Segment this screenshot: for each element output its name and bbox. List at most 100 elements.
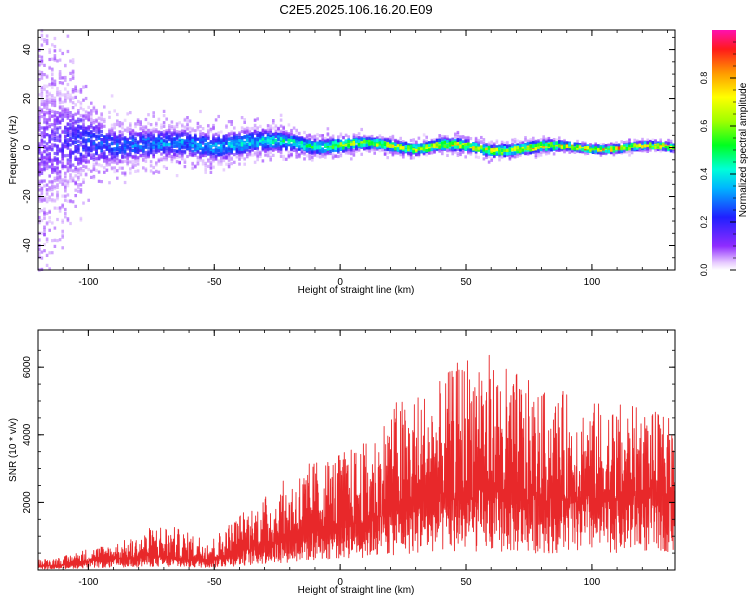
spectrogram-cell	[417, 152, 421, 156]
spectrogram-cell	[292, 126, 296, 130]
spectrogram-cell	[422, 149, 426, 153]
spectrogram-cell	[64, 109, 67, 113]
spectrogram-cell	[142, 135, 145, 139]
spectrogram-cell	[487, 143, 491, 147]
spectrogram-cell	[131, 135, 135, 139]
spectrogram-cell	[45, 84, 49, 88]
spectrogram-cell	[391, 148, 395, 152]
spectrogram-cell	[121, 130, 124, 134]
spectrogram-cell	[503, 141, 506, 145]
spectrogram-cell	[217, 114, 220, 119]
spectrogram-cell	[103, 135, 106, 139]
spectrogram-cell	[45, 133, 49, 137]
spectrogram-cell	[240, 129, 244, 134]
spectrogram-cell	[77, 124, 80, 129]
spectrogram-cell	[545, 143, 548, 147]
spectrogram-cell	[82, 127, 85, 131]
spectrogram-cell	[266, 131, 270, 135]
spectrogram-cell	[58, 48, 62, 52]
spectrogram-cell	[298, 141, 301, 145]
spectrogram-cell	[594, 150, 597, 154]
spectrogram-cell	[186, 144, 189, 148]
spectrogram-cell	[329, 138, 332, 142]
spectrogram-cell	[144, 169, 148, 173]
spectrogram-cell	[269, 131, 272, 135]
spectrogram-cell	[443, 146, 447, 150]
spectrogram-cell	[230, 120, 233, 124]
spectrogram-cell	[61, 142, 64, 146]
spectrogram-cell	[69, 111, 72, 115]
spectrogram-cell	[168, 138, 171, 142]
spectrogram-cell	[61, 144, 64, 148]
spectrogram-cell	[347, 142, 350, 146]
spectrogram-cell	[235, 155, 239, 159]
spectrogram-cell	[443, 137, 447, 141]
spectrogram-cell	[344, 139, 348, 143]
spectrogram-cell	[347, 140, 350, 144]
spectrogram-cell	[173, 129, 176, 133]
spectrogram-cell	[134, 136, 137, 141]
spectrogram-cell	[513, 155, 517, 159]
spectrogram-cell	[248, 136, 252, 141]
spectrogram-cell	[48, 198, 51, 202]
spectrogram-cell	[53, 138, 57, 142]
spectrogram-cell	[175, 142, 179, 146]
spectrogram-cell	[511, 142, 514, 146]
spectrogram-cell	[539, 147, 543, 152]
spectrogram-cell	[61, 246, 64, 250]
spectrogram-cell	[149, 135, 153, 139]
spectrogram-cell	[77, 149, 80, 153]
spectrogram-cell	[66, 128, 70, 132]
spectrogram-cell	[87, 105, 90, 109]
spectrogram-cell	[84, 110, 88, 114]
spectrogram-cell	[500, 151, 504, 155]
spectrogram-cell	[48, 140, 51, 144]
spectrogram-cell	[279, 142, 283, 146]
spectrogram-cell	[459, 147, 462, 151]
spectrogram-cell	[521, 148, 525, 152]
spectrogram-cell	[378, 141, 382, 145]
spectrogram-cell	[43, 232, 46, 237]
spectrogram-cell	[383, 145, 387, 149]
spectrogram-cell	[136, 147, 140, 151]
spectrogram-cell	[474, 144, 478, 148]
spectrogram-cell	[56, 178, 59, 182]
spectrogram-cell	[303, 145, 306, 149]
spectrogram-cell	[196, 158, 200, 163]
spectrogram-cell	[58, 126, 62, 130]
spectrogram-cell	[539, 138, 543, 142]
spectrogram-cell	[422, 139, 426, 143]
spectrogram-cell	[256, 117, 259, 121]
spectrogram-cell	[97, 141, 101, 145]
spectrogram-cell	[196, 128, 200, 132]
spectrogram-cell	[256, 151, 259, 155]
spectrogram-cell	[38, 173, 41, 177]
spectrogram-cell	[61, 164, 64, 168]
spectrogram-cell	[508, 151, 512, 156]
spectrogram-cell	[108, 134, 111, 138]
spectrogram-cell	[503, 146, 506, 150]
spectrogram-cell	[48, 66, 51, 70]
spectrogram-cell	[95, 127, 98, 131]
spectrogram-cell	[160, 139, 163, 143]
spectrogram-cell	[201, 146, 205, 150]
spectrogram-cell	[61, 194, 64, 198]
spectrogram-cell	[316, 143, 319, 147]
spectrogram-cell	[53, 96, 57, 100]
spectrogram-cell	[82, 131, 85, 135]
spectrogram-cell	[383, 150, 387, 154]
spectrogram-cell	[87, 134, 90, 138]
spectrogram-cell	[113, 109, 116, 113]
spectrogram-cell	[259, 150, 262, 154]
spectrogram-cell	[295, 139, 298, 144]
spectrogram-cell	[116, 119, 119, 123]
spectrogram-cell	[74, 103, 77, 107]
spectrogram-cell	[578, 147, 582, 152]
spectrogram-cell	[256, 144, 259, 148]
spectrogram-cell	[43, 167, 46, 171]
spectrogram-cell	[105, 134, 109, 138]
spectrogram-cell	[168, 151, 171, 155]
spectrogram-cell	[487, 160, 491, 164]
spectrogram-cell	[630, 144, 634, 148]
spectrogram-cell	[363, 134, 366, 138]
